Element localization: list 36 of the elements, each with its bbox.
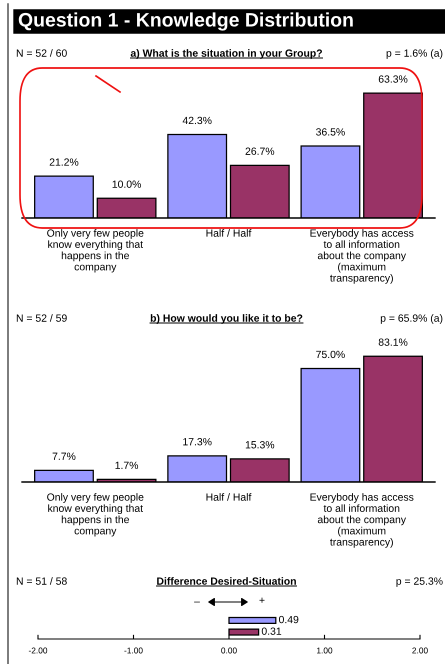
data-label: 75.0%: [316, 350, 345, 358]
data-label: 7.7%: [52, 452, 76, 460]
chart-title: Question 1 - Knowledge Distribution: [18, 12, 353, 31]
data-label: 10.0%: [112, 180, 141, 188]
x-tick-label: 1.00: [317, 648, 332, 654]
data-label: 83.1%: [378, 338, 408, 346]
chart-subtitle: a) What is the situation in your Group?: [130, 49, 322, 59]
x-tick-label: Half / Half: [206, 493, 252, 501]
data-label: 0.31: [262, 627, 282, 635]
x-tick-label: 0.00: [221, 648, 237, 654]
data-label: 21.2%: [50, 158, 78, 166]
data-label: 42.3%: [182, 116, 212, 124]
data-label: 26.7%: [246, 148, 274, 155]
x-tick-label: Only very few people know everything that happens in the company: [47, 229, 144, 272]
text: p = 65.9% (a): [380, 314, 442, 324]
x-tick-label: Only very few people know everything that happens in the company: [47, 493, 144, 536]
x-tick-label: Half / Half: [206, 229, 252, 237]
x-tick-label: -2.00: [28, 648, 48, 654]
text: p = 25.3%: [396, 577, 443, 587]
data-label: 17.3%: [183, 438, 212, 446]
data-label: 0.49: [278, 616, 298, 624]
x-tick-label: -1.00: [124, 648, 143, 654]
x-tick-label: Everybody has access to all information about the company (maximum transparency): [310, 493, 414, 548]
data-label: 1.7%: [116, 462, 138, 469]
chart-title: Difference Desired-Situation: [157, 577, 296, 585]
text: p = 1.6% (a): [386, 49, 442, 59]
text: N = 52 / 59: [16, 314, 67, 322]
text: +: [259, 598, 265, 603]
x-tick-label: 2.00: [412, 648, 428, 654]
data-label: 36.5%: [316, 128, 345, 136]
text: N = 51 / 58: [16, 577, 67, 585]
data-label: 15.3%: [246, 441, 274, 448]
text: N = 52 / 60: [16, 49, 67, 57]
x-tick-label: Everybody has access to all information about the company (maximum transparency): [310, 229, 414, 284]
chart-title: b) How would you like it to be?: [150, 314, 302, 324]
data-label: 63.3%: [378, 75, 408, 83]
